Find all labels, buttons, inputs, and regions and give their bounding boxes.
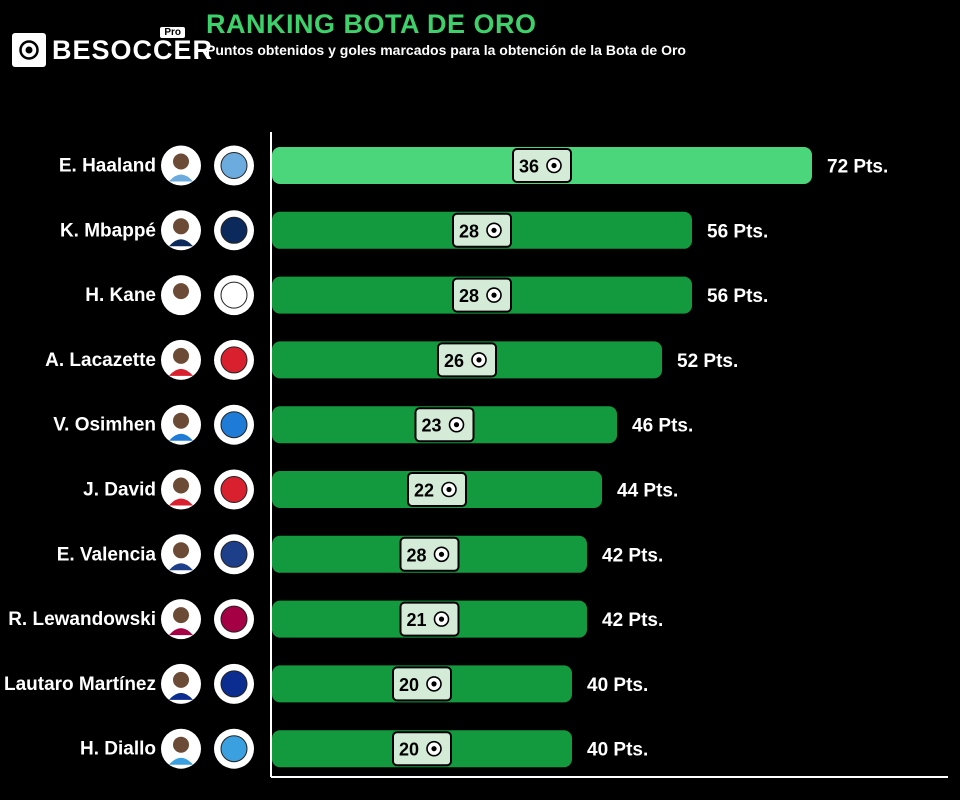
- player-name: H. Kane: [85, 285, 156, 306]
- player-shirt: [169, 174, 193, 182]
- player-head: [173, 283, 189, 300]
- player-shirt: [169, 692, 193, 700]
- ball-icon-center: [476, 357, 482, 363]
- points-label: 56 Pts.: [707, 221, 768, 242]
- goals-box: [414, 407, 475, 443]
- goals-label: 28: [459, 221, 479, 241]
- chart-subtitle: Puntos obtenidos y goles marcados para l…: [206, 42, 686, 58]
- player-name: R. Lewandowski: [8, 609, 156, 630]
- goals-label: 20: [399, 675, 419, 695]
- club-badge-crest: [220, 735, 248, 763]
- points-label: 52 Pts.: [677, 351, 738, 372]
- points-label: 42 Pts.: [602, 610, 663, 631]
- player-head: [173, 671, 189, 688]
- goals-box: [392, 666, 452, 702]
- player-head: [173, 347, 189, 364]
- player-name: Lautaro Martínez: [4, 674, 156, 695]
- goals-label: 28: [459, 286, 479, 306]
- goals-box: [399, 601, 460, 637]
- player-name: J. David: [83, 480, 156, 501]
- ball-icon-center: [491, 292, 497, 298]
- player-head: [173, 412, 189, 429]
- player-head: [173, 607, 189, 624]
- besoccer-logo: BESOCCER Pro: [12, 27, 214, 67]
- goals-label: 21: [406, 610, 426, 630]
- player-name: E. Valencia: [57, 544, 157, 565]
- player-head: [173, 542, 189, 559]
- ball-icon: [12, 33, 46, 67]
- ball-icon-center: [453, 422, 460, 428]
- goals-box: [392, 731, 452, 767]
- goals-box: [399, 536, 460, 572]
- club-badge-crest: [220, 476, 248, 503]
- points-label: 40 Pts.: [587, 740, 648, 761]
- player-head: [173, 153, 189, 170]
- goals-label: 36: [519, 157, 539, 177]
- club-badge-crest: [220, 152, 248, 179]
- goals-label: 26: [444, 351, 464, 371]
- goals-box: [437, 342, 497, 378]
- player-shirt: [169, 368, 193, 376]
- player-head: [173, 477, 189, 494]
- chart-title: RANKING BOTA DE ORO: [206, 9, 537, 39]
- logo-text: BESOCCER: [52, 34, 214, 65]
- ball-icon-center: [491, 227, 497, 233]
- player-shirt: [169, 563, 193, 571]
- ball-icon-center: [438, 616, 445, 622]
- club-badge-crest: [220, 605, 248, 633]
- points-label: 42 Pts.: [602, 545, 663, 566]
- player-shirt: [169, 433, 193, 441]
- club-badge-crest: [220, 281, 248, 309]
- player-head: [173, 218, 189, 235]
- club-badge-crest: [220, 216, 248, 244]
- player-name: V. Osimhen: [53, 415, 156, 436]
- goals-label: 22: [414, 481, 434, 501]
- player-name: K. Mbappé: [60, 220, 156, 241]
- goals-box: [452, 212, 512, 248]
- player-name: A. Lacazette: [45, 350, 156, 371]
- player-head: [173, 736, 189, 753]
- club-badge-crest: [220, 346, 248, 374]
- ball-icon-center: [431, 746, 437, 752]
- player-name: E. Haaland: [59, 156, 156, 177]
- ball-icon-center: [431, 681, 437, 687]
- club-badge-crest: [220, 540, 248, 568]
- player-shirt: [169, 757, 193, 765]
- points-label: 44 Pts.: [617, 481, 678, 502]
- club-badge-crest: [220, 411, 248, 439]
- logo-badge: Pro: [160, 27, 186, 38]
- ball-icon-center: [446, 486, 452, 493]
- player-name: H. Diallo: [80, 739, 156, 760]
- player-shirt: [169, 304, 193, 312]
- player-shirt: [169, 239, 193, 247]
- ball-icon-center: [438, 551, 445, 557]
- club-badge-crest: [220, 670, 248, 698]
- goals-box: [452, 277, 512, 313]
- points-label: 56 Pts.: [707, 286, 768, 307]
- points-label: 40 Pts.: [587, 675, 648, 696]
- goals-label: 28: [406, 545, 426, 565]
- points-label: 46 Pts.: [632, 416, 693, 437]
- goals-box: [407, 472, 467, 507]
- points-label: 72 Pts.: [827, 157, 888, 178]
- goals-label: 20: [399, 740, 419, 760]
- ball-icon-center: [551, 162, 557, 169]
- player-shirt: [169, 498, 193, 506]
- player-shirt: [169, 628, 193, 636]
- goals-label: 23: [421, 416, 441, 436]
- goals-box: [512, 148, 572, 183]
